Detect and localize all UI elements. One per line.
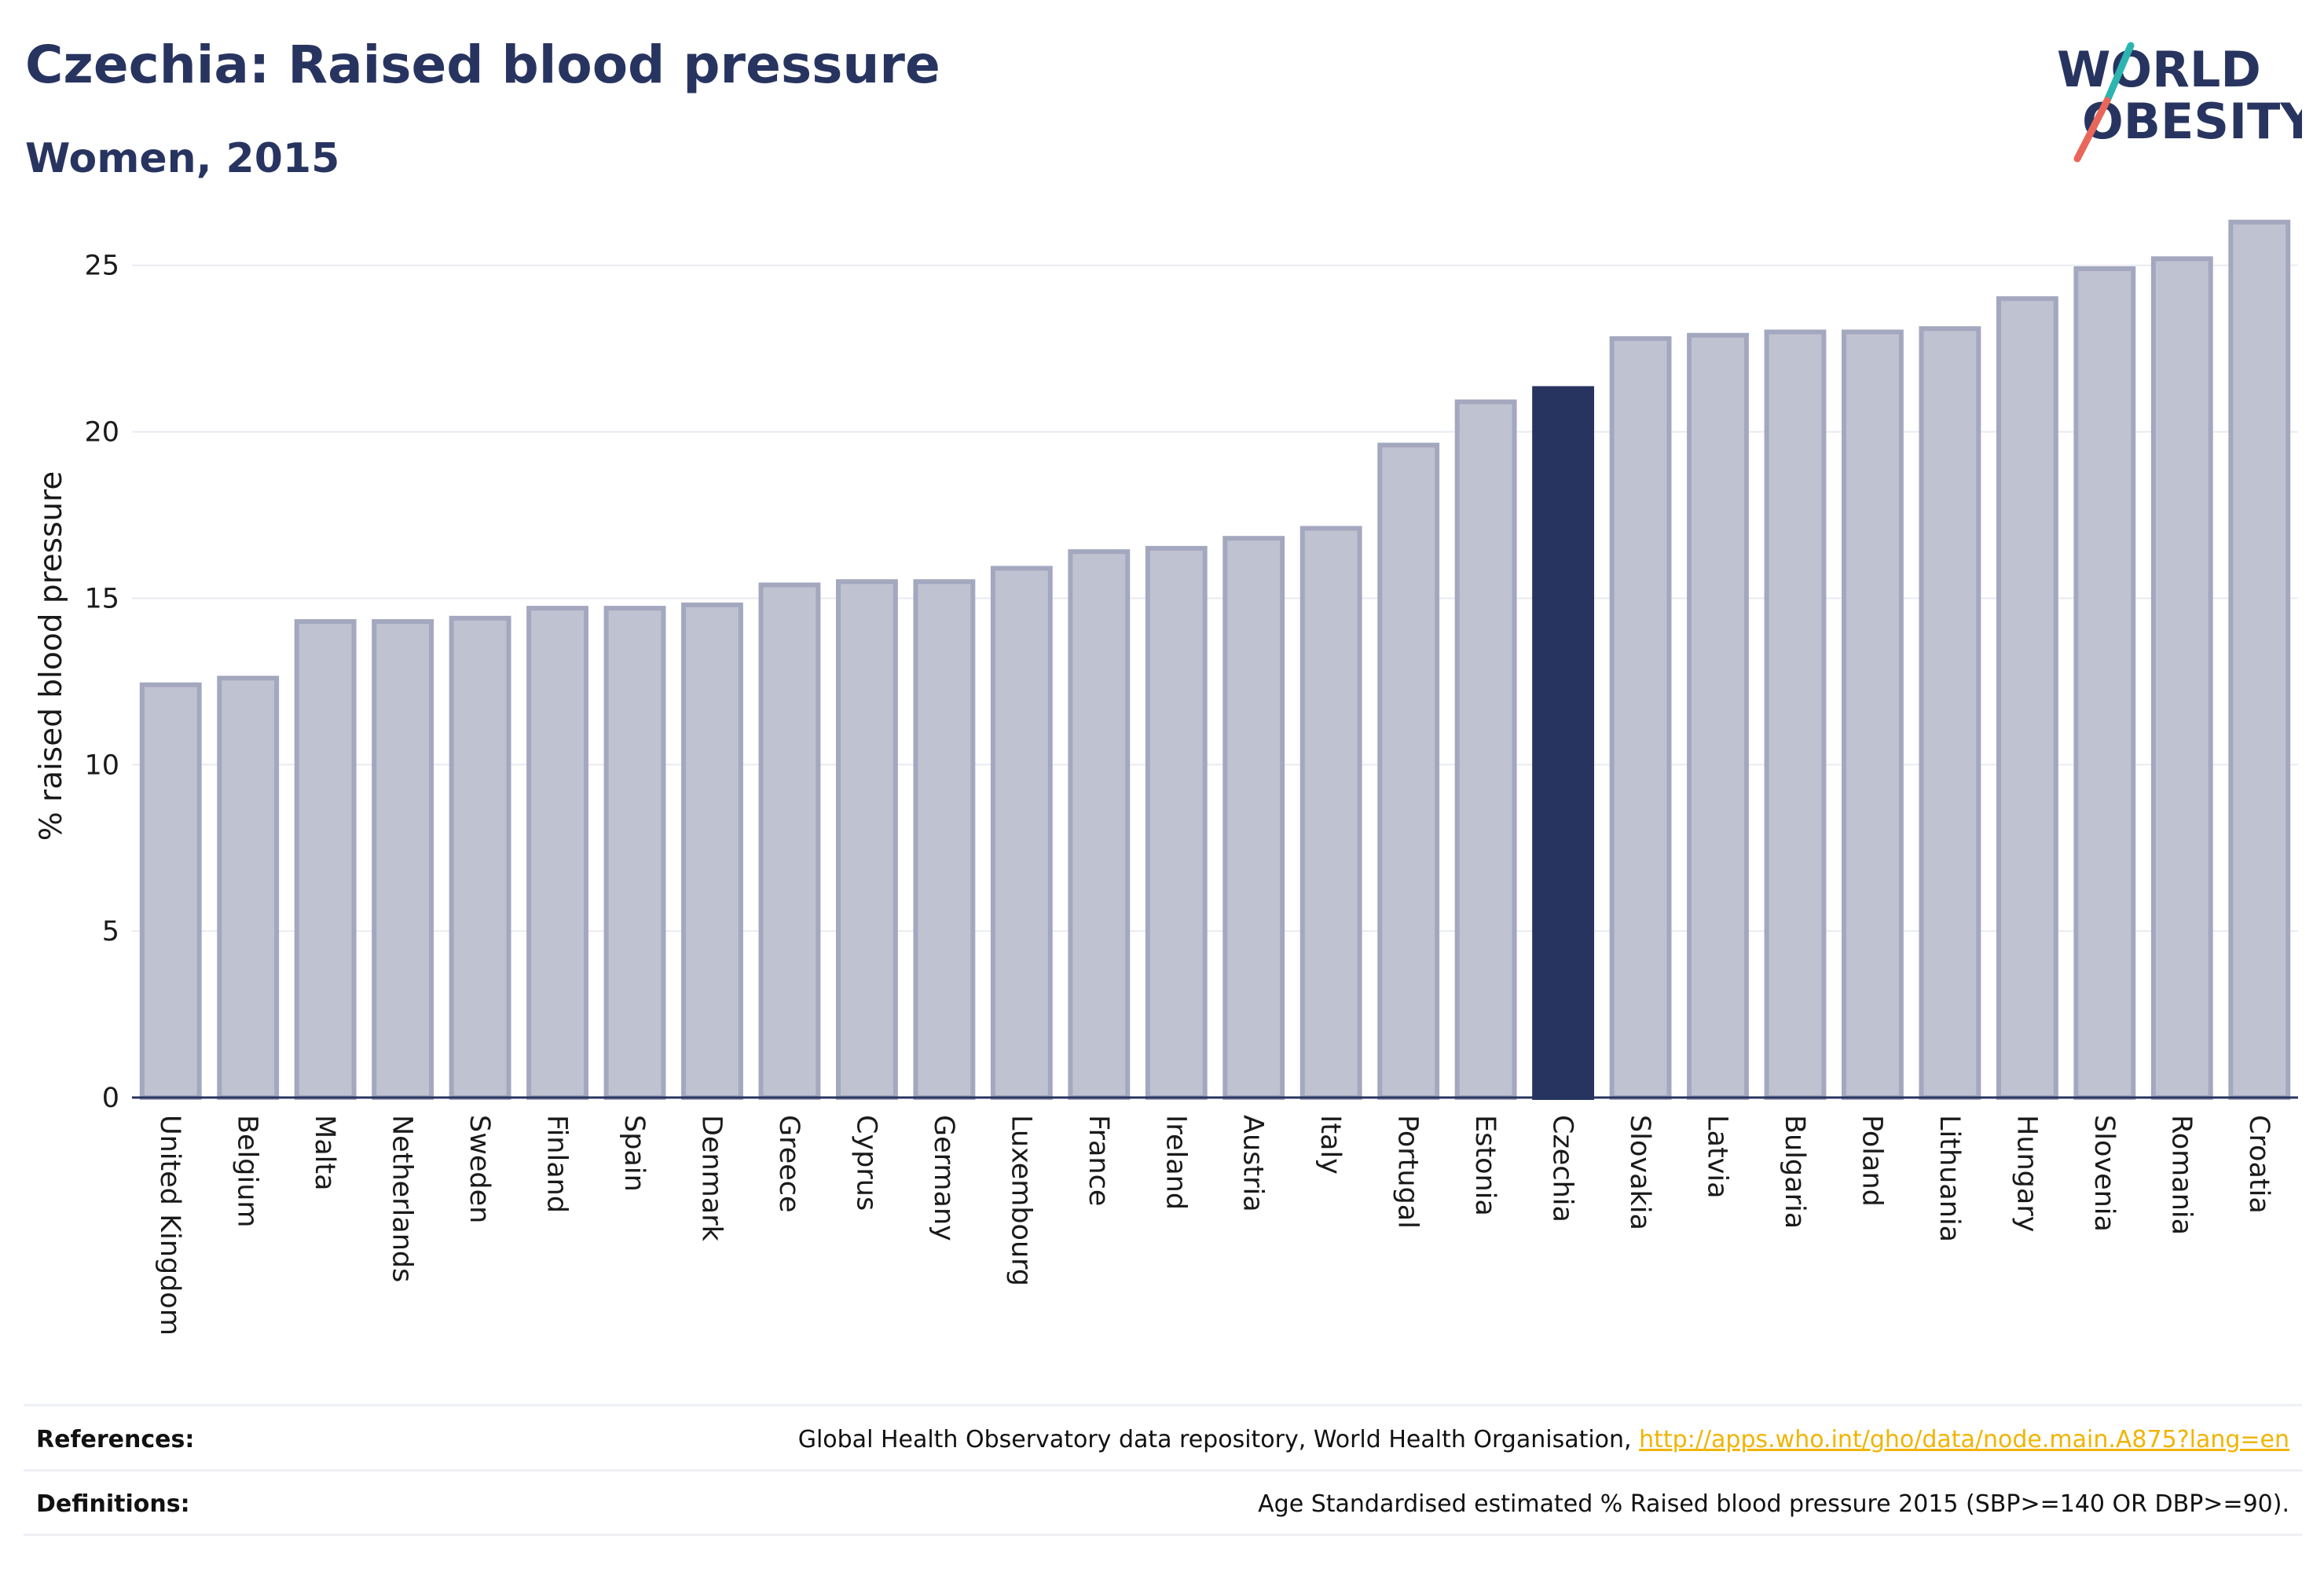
- bar-slovakia: [1609, 335, 1672, 1100]
- bar-latvia: [1687, 332, 1749, 1100]
- logo-slash-teal: [2103, 42, 2135, 104]
- x-tick-labels: United Kingdom Belgium Malta Netherlands Swe…: [154, 1115, 2275, 1336]
- y-axis-label: % raised blood pressure: [34, 471, 69, 841]
- x-tick-label: Lithuania: [1934, 1115, 1965, 1242]
- bar-luxembourg: [990, 566, 1053, 1100]
- x-tick-label: Belgium: [232, 1115, 263, 1228]
- bar-estonia: [1454, 399, 1517, 1100]
- x-tick-label: Sweden: [464, 1115, 495, 1223]
- bar-italy: [1299, 526, 1362, 1100]
- y-tick-label: 15: [84, 583, 119, 614]
- bar-czechia: [1532, 386, 1595, 1100]
- axes: 0 5 10 15 20 25: [84, 251, 2298, 1114]
- x-tick-label: Spain: [618, 1115, 650, 1192]
- bar-belgium: [217, 676, 280, 1100]
- bar-lithuania: [1919, 326, 1981, 1100]
- footer-divider-middle: [24, 1469, 2302, 1472]
- y-tick-label: 10: [84, 750, 119, 781]
- bar-romania: [2150, 256, 2213, 1100]
- x-tick-label: Poland: [1856, 1115, 1887, 1207]
- y-tick-label: 5: [102, 916, 119, 947]
- x-tick-label: Czechia: [1547, 1115, 1578, 1222]
- references-text: Global Health Observatory data repositor…: [798, 1426, 2289, 1453]
- references-link[interactable]: http://apps.who.int/gho/data/node.main.A…: [1639, 1426, 2289, 1453]
- x-tick-label: Portugal: [1392, 1115, 1424, 1229]
- bar-united-kingdom: [139, 682, 202, 1100]
- x-tick-label: Hungary: [2011, 1115, 2042, 1232]
- x-tick-label: Cyprus: [850, 1115, 882, 1211]
- x-tick-label: Luxembourg: [1005, 1115, 1036, 1286]
- x-tick-label: Austria: [1237, 1115, 1269, 1212]
- bar-poland: [1842, 329, 1904, 1100]
- bar-germany: [913, 579, 976, 1100]
- bar-greece: [758, 582, 821, 1100]
- page-title: Czechia: Raised blood pressure: [25, 35, 940, 95]
- y-tick-label: 20: [84, 417, 119, 449]
- x-tick-label: Latvia: [1702, 1115, 1733, 1199]
- bar-denmark: [681, 602, 743, 1100]
- bar-sweden: [449, 615, 511, 1100]
- x-tick-label: Slovakia: [1624, 1115, 1655, 1230]
- bar-malta: [294, 619, 357, 1100]
- y-tick-label: 0: [102, 1083, 119, 1114]
- x-tick-label: Finland: [541, 1115, 573, 1213]
- x-tick-label: France: [1083, 1115, 1114, 1206]
- bar-france: [1068, 549, 1131, 1100]
- world-obesity-logo: WORLD OBESITY: [2057, 41, 2302, 163]
- x-tick-label: United Kingdom: [154, 1115, 185, 1336]
- footer-divider-top: [24, 1404, 2302, 1406]
- x-tick-label: Bulgaria: [1779, 1115, 1810, 1229]
- x-tick-label: Slovenia: [2088, 1115, 2120, 1232]
- bar-cyprus: [835, 579, 898, 1100]
- bar-croatia: [2228, 219, 2291, 1100]
- x-tick-label: Romania: [2165, 1115, 2197, 1235]
- bar-ireland: [1145, 545, 1208, 1100]
- page-subtitle: Women, 2015: [25, 135, 340, 182]
- references-source: Global Health Observatory data repositor…: [797, 1426, 1632, 1453]
- footer-divider-bottom: [24, 1534, 2302, 1536]
- bar-slovenia: [2073, 266, 2136, 1100]
- bar-bulgaria: [1764, 329, 1827, 1100]
- x-tick-label: Estonia: [1469, 1115, 1501, 1216]
- x-tick-label: Netherlands: [387, 1115, 418, 1282]
- definitions-text: Age Standardised estimated % Raised bloo…: [1258, 1490, 2289, 1518]
- x-tick-label: Germany: [928, 1115, 959, 1241]
- bar-hungary: [1996, 296, 2058, 1101]
- definitions-label: Definitions:: [36, 1490, 190, 1518]
- x-tick-label: Croatia: [2243, 1115, 2275, 1214]
- x-tick-label: Ireland: [1160, 1115, 1191, 1210]
- x-tick-label: Italy: [1314, 1115, 1346, 1175]
- references-label: References:: [36, 1426, 195, 1453]
- bar-chart: 0 5 10 15 20 25 United Kingdom Belgium Malta Net…: [34, 219, 2298, 1336]
- logo-slash-red: [2073, 97, 2111, 163]
- logo-line1: WORLD: [2057, 41, 2261, 98]
- bar-spain: [603, 606, 666, 1100]
- bar-portugal: [1377, 442, 1440, 1100]
- x-tick-label: Greece: [773, 1115, 805, 1213]
- bars: [139, 219, 2291, 1101]
- x-tick-label: Malta: [309, 1115, 340, 1191]
- y-tick-label: 25: [84, 251, 119, 282]
- bar-austria: [1222, 536, 1285, 1100]
- bar-finland: [526, 606, 588, 1100]
- logo-line2: OBESITY: [2082, 93, 2302, 150]
- x-tick-label: Denmark: [695, 1115, 727, 1242]
- bar-netherlands: [372, 619, 434, 1100]
